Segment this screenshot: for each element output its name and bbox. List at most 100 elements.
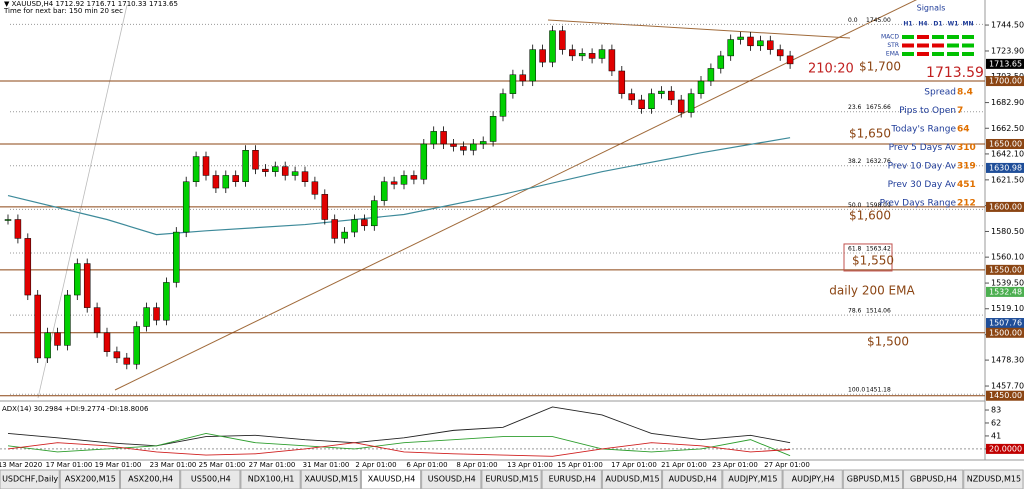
- tab-label[interactable]: USDCHF,Daily: [2, 475, 58, 484]
- tab-label[interactable]: USOUSD,H4: [428, 475, 476, 484]
- tab-label[interactable]: AUDJPY,H4: [792, 475, 835, 484]
- y-tick-label: 1457.70: [991, 382, 1024, 391]
- tab-label[interactable]: NZDUSD,M15: [967, 475, 1021, 484]
- signal-cell: [947, 43, 959, 48]
- fib-level: 50.0: [848, 202, 862, 209]
- candle-body: [331, 219, 338, 239]
- price-marker-label: 1713.65: [989, 59, 1022, 68]
- info-value: 310: [957, 143, 976, 153]
- tab-label[interactable]: NDX100,H1: [248, 475, 295, 484]
- price-marker: [986, 162, 1024, 173]
- tab[interactable]: [782, 469, 843, 489]
- x-tick-label: 21 Apr 01:00: [661, 461, 707, 469]
- signal-cell: [932, 52, 944, 56]
- fib-level: 0.0: [848, 17, 858, 24]
- candle-body: [351, 219, 358, 233]
- signal-cell: [902, 43, 914, 48]
- candle-body: [727, 39, 734, 57]
- y-tick-label: 1642.10: [991, 149, 1024, 158]
- price-marker-label: 1630.98: [989, 163, 1022, 172]
- tab[interactable]: [59, 469, 120, 489]
- signal-column: H1: [903, 21, 912, 28]
- candle-body: [588, 53, 596, 59]
- price-marker-label: 1450.00: [989, 391, 1022, 400]
- info-label: Prev 5 Days Av: [889, 143, 957, 153]
- level-label: $1,500: [867, 334, 909, 348]
- fib-price: 1514.06: [866, 308, 891, 315]
- candle-body: [648, 93, 655, 109]
- candle-body: [420, 143, 428, 180]
- info-value: 319: [957, 162, 976, 172]
- tab[interactable]: [842, 469, 904, 489]
- tab-label[interactable]: GBPUSD,H4: [910, 475, 957, 484]
- candle-body: [341, 231, 348, 239]
- candle-body: [430, 131, 437, 145]
- candle-body: [281, 166, 289, 176]
- fib-level: 100.0: [848, 387, 865, 394]
- candle-body: [390, 181, 398, 185]
- tab-label[interactable]: XAUUSD,H4: [368, 475, 416, 484]
- candle-body: [717, 55, 725, 69]
- candle-body: [499, 93, 507, 117]
- price-marker: [986, 201, 1024, 212]
- candle-body: [311, 181, 319, 195]
- candle-body: [598, 49, 606, 59]
- support-trendline: [114, 0, 918, 391]
- candle-body: [153, 307, 160, 321]
- x-tick-label: 13 Apr 01:00: [507, 461, 553, 469]
- price-marker: [986, 58, 1024, 69]
- y-tick-label: 1519.10: [991, 304, 1024, 313]
- tab[interactable]: [481, 469, 542, 489]
- tab[interactable]: [240, 469, 301, 489]
- tab[interactable]: [300, 469, 361, 489]
- adx-marker: [986, 443, 1024, 454]
- tab[interactable]: [963, 469, 1024, 489]
- tab-label[interactable]: GBPUSD,M15: [847, 475, 900, 484]
- tab-label[interactable]: EURUSD,H4: [549, 475, 596, 484]
- tab[interactable]: [0, 469, 60, 489]
- tab[interactable]: [360, 469, 422, 489]
- signal-row: STR: [887, 42, 899, 49]
- tab-label[interactable]: EURUSD,M15: [485, 475, 538, 484]
- tab[interactable]: [722, 469, 783, 489]
- signal-column: H4: [918, 21, 927, 28]
- tab[interactable]: [903, 469, 964, 489]
- signal-cell: [932, 35, 944, 39]
- x-tick-label: 27 Mar 01:00: [249, 461, 296, 469]
- candle-body: [262, 168, 269, 172]
- info-value: 64: [957, 125, 970, 135]
- signal-row: EMA: [886, 51, 900, 58]
- tab-label[interactable]: US500,H4: [191, 475, 231, 484]
- tab[interactable]: [421, 469, 482, 489]
- tab[interactable]: [601, 469, 663, 489]
- tab[interactable]: [119, 469, 181, 489]
- tab-label[interactable]: ASX200,M15: [65, 475, 116, 484]
- tab-label[interactable]: AUDUSD,H4: [669, 475, 717, 484]
- price-marker-label: 1650.00: [989, 139, 1022, 148]
- candle-body: [123, 357, 131, 365]
- tab[interactable]: [541, 469, 602, 489]
- candle-body: [291, 171, 299, 176]
- tab-label[interactable]: AUDUSD,M15: [605, 475, 659, 484]
- price-marker-label: 1600.00: [989, 202, 1022, 211]
- candle-body: [4, 219, 12, 221]
- tab[interactable]: [662, 469, 723, 489]
- tab-label[interactable]: AUDJPY,M15: [728, 475, 777, 484]
- tab-label[interactable]: ASX200,H4: [128, 475, 173, 484]
- candle-body: [182, 181, 190, 233]
- price-marker: [986, 286, 1024, 297]
- bar-timer: Time for next bar: 150 min 20 sec: [3, 7, 123, 15]
- x-tick-label: 31 Mar 01:00: [303, 461, 350, 469]
- candle-body: [549, 30, 556, 63]
- candle-body: [133, 326, 140, 365]
- adx-tick-label: 41: [991, 431, 1001, 440]
- tab[interactable]: [180, 469, 241, 489]
- candle-body: [450, 143, 457, 147]
- signal-column: W1: [948, 21, 959, 28]
- candle-body: [192, 156, 200, 182]
- signal-cell: [917, 52, 929, 56]
- fib-price: 1451.18: [866, 387, 891, 394]
- signal-cell: [962, 35, 974, 39]
- info-label: Pips to Open: [899, 106, 956, 116]
- tab-label[interactable]: XAUUSD,M15: [305, 475, 359, 484]
